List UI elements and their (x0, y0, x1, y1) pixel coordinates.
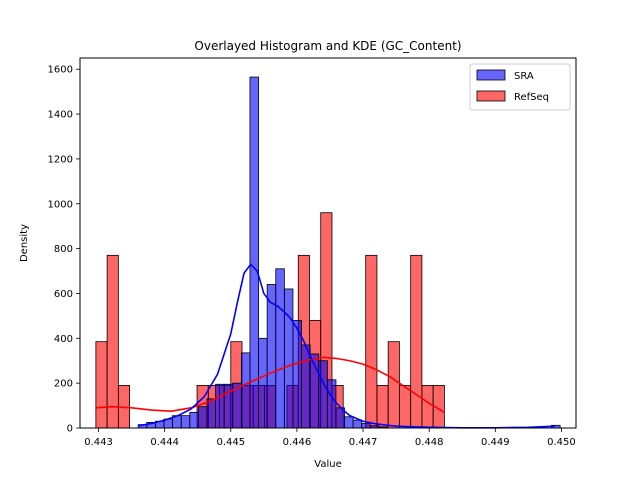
y-tick-label: 400 (54, 334, 73, 345)
refseq-bar (376, 384, 389, 429)
y-tick-label: 1000 (48, 199, 73, 210)
x-tick-label: 0.446 (283, 437, 312, 448)
sra-kde-line (138, 263, 555, 429)
y-tick-label: 1600 (48, 65, 73, 76)
refseq-bar (387, 341, 400, 429)
x-tick-label: 0.443 (84, 437, 113, 448)
sra-bar (258, 337, 268, 429)
sra-bar (249, 76, 259, 429)
sra-bar (344, 416, 354, 429)
sra-bar (180, 415, 191, 429)
x-tick-label: 0.449 (481, 437, 510, 448)
sra-bar (283, 288, 294, 429)
x-tick-label: 0.450 (547, 437, 576, 448)
x-tick-label: 0.448 (415, 437, 444, 448)
y-tick-label: 1200 (48, 154, 73, 165)
sra-bar (240, 352, 251, 429)
kde-lines (95, 263, 555, 429)
y-tick-label: 200 (54, 379, 73, 390)
sra-bar (361, 423, 371, 429)
y-tick-label: 800 (54, 244, 73, 255)
legend-swatch-sra (476, 69, 506, 81)
sra-bar (266, 284, 277, 429)
refseq-bar (95, 341, 108, 429)
sra-bar (301, 344, 311, 429)
sra-bar (189, 411, 199, 429)
plot-frame (79, 57, 577, 429)
x-axis-label: Value (314, 459, 341, 470)
sra-bar (318, 360, 328, 429)
legend: SRA RefSeq (469, 63, 571, 111)
y-axis: 0 200 400 600 800 1000 1200 1400 1600 (48, 65, 80, 435)
refseq-bar (399, 384, 412, 429)
sra-bar (197, 406, 208, 429)
sra-bar (206, 398, 216, 429)
legend-label-sra: SRA (514, 71, 534, 82)
refseq-bar (410, 254, 423, 429)
sra-bar (352, 419, 363, 429)
y-tick-label: 1400 (48, 110, 73, 121)
y-axis-label: Density (19, 224, 30, 262)
x-tick-label: 0.444 (150, 437, 179, 448)
x-tick-label: 0.447 (349, 437, 378, 448)
refseq-bar (365, 254, 378, 429)
y-tick-label: 0 (67, 424, 73, 435)
y-tick-label: 600 (54, 289, 73, 300)
legend-swatch-refseq (476, 90, 506, 102)
refseq-bar (106, 254, 119, 429)
legend-label-refseq: RefSeq (514, 92, 549, 103)
sra-bar (292, 319, 302, 429)
refseq-bar (421, 384, 434, 429)
sra-bar (326, 379, 337, 429)
sra-bar (215, 383, 225, 429)
refseq-kde-line (95, 356, 445, 413)
sra-bar (275, 268, 285, 429)
chart-title: Overlayed Histogram and KDE (GC_Content) (194, 39, 461, 53)
x-tick-label: 0.445 (216, 437, 245, 448)
x-axis: 0.443 0.444 0.445 0.446 0.447 0.448 0.449 0.450 (84, 428, 576, 448)
